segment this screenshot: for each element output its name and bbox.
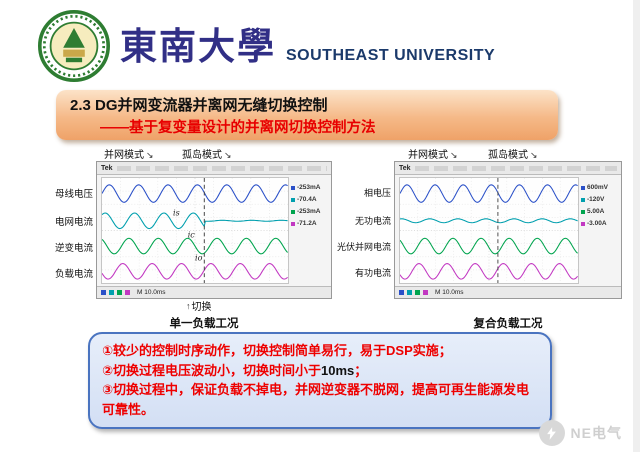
mode-label-island: 孤岛模式 bbox=[182, 150, 222, 161]
mode-label-grid: 并网模式 bbox=[104, 150, 144, 161]
switch-arrow-icon: ↑ bbox=[186, 300, 191, 311]
oscilloscope-screenshot: Tek 600mV -120V 5.00A -3.00A M 10.0ms bbox=[394, 161, 622, 299]
side-label-phase-voltage: 相电压 bbox=[363, 188, 391, 198]
watermark: NE电气 bbox=[538, 420, 622, 446]
timebase-readout: M 10.0ms bbox=[137, 289, 166, 296]
mode-labels-row: 并网模式 ↘ 孤岛模式 ↘ bbox=[58, 146, 332, 161]
title-banner: 2.3 DG并网变流器并离网无缝切换控制 ——基于复变量设计的并离网切换控制方法 bbox=[56, 90, 558, 140]
scope-top-bar: Tek bbox=[97, 162, 331, 175]
readout: -70.4A bbox=[291, 196, 329, 203]
scope-menu-strip bbox=[414, 165, 617, 171]
waveform-plot bbox=[400, 178, 578, 283]
scope-bottom-bar: M 10.0ms bbox=[395, 286, 621, 298]
scope-side-labels: 相电压 无功电流 光伏并网电流 有功电流 bbox=[336, 161, 394, 299]
readout: -71.2A bbox=[291, 220, 329, 227]
scope-screen: is ic io bbox=[101, 177, 289, 284]
scope-caption-composite-load: 复合负载工况 bbox=[473, 318, 543, 330]
mode-labels-row: 并网模式 ↘ 孤岛模式 ↘ bbox=[338, 146, 622, 161]
header: 東南大學 SOUTHEAST UNIVERSITY bbox=[38, 10, 495, 82]
scope-caption-single-load: 单一负载工况 bbox=[169, 318, 239, 330]
scope-top-bar: Tek bbox=[395, 162, 621, 175]
channel-color-icon bbox=[581, 221, 585, 226]
mode-label-island: 孤岛模式 bbox=[488, 150, 528, 161]
watermark-text: NE电气 bbox=[570, 425, 622, 441]
note-10ms-highlight: 10ms bbox=[321, 362, 355, 378]
note-line-1: ①较少的控制时序动作，切换控制简单易行，易于DSP实施； bbox=[102, 343, 452, 358]
channel-tags bbox=[399, 290, 428, 295]
readout: -253mA bbox=[291, 184, 329, 191]
scope-screen bbox=[399, 177, 579, 284]
readout: -3.00A bbox=[581, 220, 619, 227]
slide-title: 2.3 DG并网变流器并离网无缝切换控制 bbox=[70, 97, 328, 114]
watermark-logo-icon bbox=[538, 420, 565, 446]
scope-menu-strip bbox=[116, 165, 327, 171]
oscilloscope-screenshot: Tek is ic io -253mA -70.4A -253mA -71.2A M… bbox=[96, 161, 332, 299]
university-logo-icon bbox=[38, 10, 110, 82]
note-line-2: ②切换过程电压波动小，切换时间小于10ms； bbox=[102, 362, 368, 378]
channel-color-icon bbox=[581, 185, 585, 190]
note-line-3: ③切换过程中，保证负载不掉电，并网逆变器不脱网，提高可再生能源发电可靠性。 bbox=[102, 382, 530, 417]
channel-color-icon bbox=[581, 197, 585, 202]
side-label-active-current: 有功电流 bbox=[354, 268, 391, 278]
side-label-reactive-current: 无功电流 bbox=[354, 216, 391, 226]
mode-arrow-icon: ↘ bbox=[530, 150, 538, 160]
channel-color-icon bbox=[581, 209, 585, 214]
channel-tags bbox=[101, 290, 130, 295]
side-label-inverter-current: 逆变电流 bbox=[54, 243, 93, 254]
summary-notes-box: ①较少的控制时序动作，切换控制简单易行，易于DSP实施； ②切换过程电压波动小，… bbox=[88, 332, 552, 429]
side-label-grid-current: 电网电流 bbox=[54, 217, 93, 228]
channel-color-icon bbox=[291, 221, 295, 226]
mode-label-grid: 并网模式 bbox=[408, 150, 448, 161]
waveform-plot bbox=[102, 178, 288, 283]
university-name-cn: 東南大學 bbox=[120, 23, 276, 68]
switch-label: 切换 bbox=[191, 302, 212, 313]
scope-readouts: 600mV -120V 5.00A -3.00A bbox=[581, 184, 619, 227]
channel-color-icon bbox=[291, 209, 295, 214]
mode-arrow-icon: ↘ bbox=[146, 150, 154, 160]
scope-brand: Tek bbox=[101, 164, 113, 172]
university-name-en: SOUTHEAST UNIVERSITY bbox=[286, 47, 496, 64]
side-label-load-current: 负载电流 bbox=[54, 269, 93, 280]
scope-group-composite-load: 并网模式 ↘ 孤岛模式 ↘ 相电压 无功电流 光伏并网电流 有功电流 Tek bbox=[336, 146, 622, 331]
slide-subtitle: ——基于复变量设计的并离网切换控制方法 bbox=[100, 120, 376, 136]
side-label-pv-grid-current: 光伏并网电流 bbox=[336, 242, 391, 252]
scope-bottom-bar: M 10.0ms bbox=[97, 286, 331, 298]
mode-arrow-icon: ↘ bbox=[450, 150, 458, 160]
scope-side-labels: 母线电压 电网电流 逆变电流 负载电流 bbox=[54, 161, 96, 299]
readout: 5.00A bbox=[581, 208, 619, 215]
switch-row: ↑ 切换 bbox=[58, 299, 332, 314]
timebase-readout: M 10.0ms bbox=[435, 289, 464, 296]
channel-color-icon bbox=[291, 197, 295, 202]
scope-brand: Tek bbox=[399, 164, 411, 172]
side-label-bus-voltage: 母线电压 bbox=[54, 189, 93, 200]
readout: 600mV bbox=[581, 184, 619, 191]
channel-color-icon bbox=[291, 185, 295, 190]
readout: -120V bbox=[581, 196, 619, 203]
readout: -253mA bbox=[291, 208, 329, 215]
scope-group-single-load: 并网模式 ↘ 孤岛模式 ↘ 母线电压 电网电流 逆变电流 负载电流 Tek is… bbox=[54, 146, 332, 331]
scope-readouts: -253mA -70.4A -253mA -71.2A bbox=[291, 184, 329, 227]
page-edge bbox=[633, 0, 640, 452]
mode-arrow-icon: ↘ bbox=[224, 150, 232, 160]
